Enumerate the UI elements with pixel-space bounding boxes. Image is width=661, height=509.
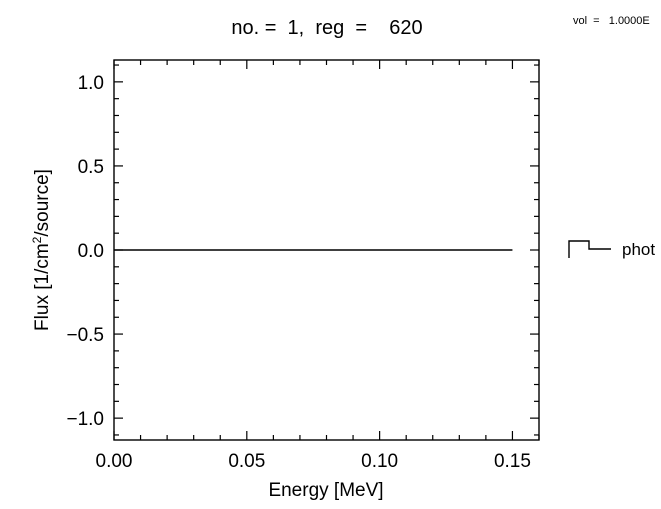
chart-title: no. = 1, reg = 620 — [231, 17, 422, 39]
x-tick-label: 0.00 — [96, 451, 133, 472]
y-tick-label: −0.5 — [66, 325, 104, 346]
y-tick-label: −1.0 — [66, 409, 104, 430]
y-axis-label-main: Flux [1/cm — [32, 243, 53, 331]
y-tick-label: 0.0 — [78, 241, 104, 262]
legend: phot — [568, 240, 655, 259]
tick-marks — [113, 60, 540, 440]
x-tick-labels: 0.00 0.05 0.10 0.15 — [96, 451, 531, 472]
y-axis-label-superscript: 2 — [30, 236, 44, 243]
y-tick-label: 1.0 — [78, 73, 104, 94]
x-tick-label: 0.05 — [228, 451, 265, 472]
y-axis-label: Flux [1/cm2/source] — [30, 169, 53, 331]
y-tick-labels: −1.0 −0.5 0.0 0.5 1.0 — [66, 73, 104, 430]
legend-swatch-phot — [568, 240, 611, 258]
plot-area — [113, 59, 540, 441]
volume-annotation: vol = 1.0000E — [573, 15, 650, 27]
x-tick-label: 0.15 — [494, 451, 531, 472]
x-axis-label: Energy [MeV] — [268, 480, 383, 501]
x-tick-label: 0.10 — [361, 451, 398, 472]
legend-label-phot: phot — [622, 240, 655, 259]
y-axis-label-rest: /source] — [32, 169, 53, 237]
y-tick-label: 0.5 — [78, 157, 104, 178]
